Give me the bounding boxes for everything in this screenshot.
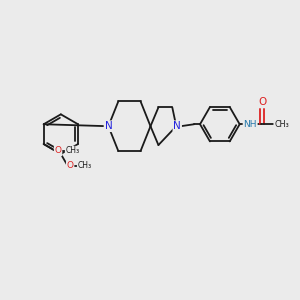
- Text: O: O: [55, 146, 62, 155]
- Text: N: N: [173, 121, 181, 131]
- Text: N: N: [104, 121, 112, 131]
- Text: O: O: [258, 98, 266, 107]
- Text: NH: NH: [243, 120, 257, 129]
- Text: CH₃: CH₃: [65, 146, 80, 155]
- Text: O: O: [67, 161, 73, 170]
- Text: CH₃: CH₃: [77, 161, 92, 170]
- Text: CH₃: CH₃: [274, 120, 289, 129]
